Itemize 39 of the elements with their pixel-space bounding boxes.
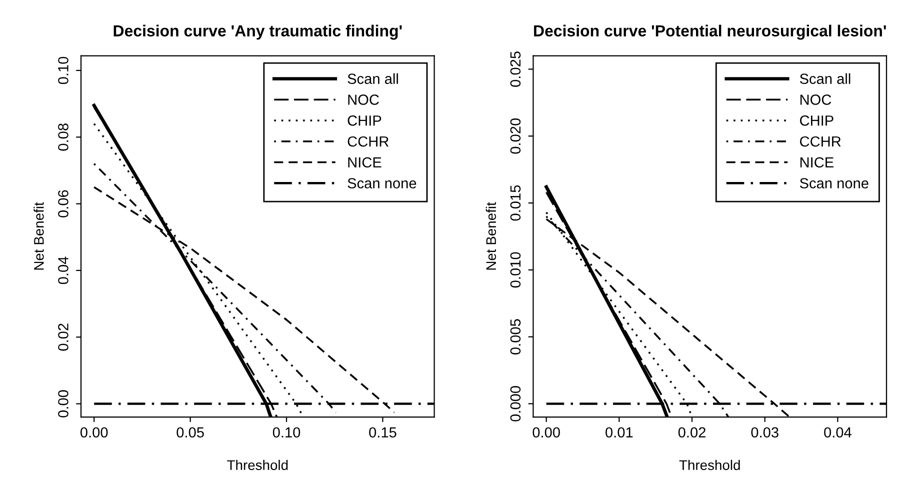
x-axis-title: Threshold xyxy=(679,460,740,470)
legend-label: CHIP xyxy=(348,115,382,126)
x-tick-label: 0.00 xyxy=(80,427,108,438)
x-tick-label: 0.04 xyxy=(824,427,852,438)
legend-label: Scan none xyxy=(800,178,868,188)
legend-label: NOC xyxy=(800,94,832,105)
y-tick-label: 0.005 xyxy=(510,319,521,354)
x-tick-label: 0.01 xyxy=(606,427,633,438)
x-axis-title: Threshold xyxy=(227,460,288,470)
x-tick-label: 0.02 xyxy=(678,427,706,438)
chart-title: Decision curve 'Any traumatic finding' xyxy=(114,24,402,40)
chart-title: Decision curve 'Potential neurosurgical lesion' xyxy=(534,24,886,40)
y-tick-label: 0.10 xyxy=(58,56,68,84)
x-tick-label: 0.05 xyxy=(176,427,204,438)
y-tick-label: 0.02 xyxy=(58,324,68,351)
y-tick-label: 0.020 xyxy=(510,118,521,154)
y-tick-label: 0.000 xyxy=(510,386,521,422)
x-tick-label: 0.03 xyxy=(751,427,778,438)
y-tick-label: 0.025 xyxy=(510,52,521,87)
legend-label: Scan all xyxy=(800,73,850,84)
y-tick-label: 0.08 xyxy=(58,124,68,151)
x-tick-label: 0.00 xyxy=(532,427,560,438)
legend-label: CCHR xyxy=(348,136,389,147)
y-axis-title: Net Benefit xyxy=(486,202,496,270)
legend-label: Scan none xyxy=(348,178,416,188)
y-axis-title: Net Benefit xyxy=(34,202,44,270)
x-tick-label: 0.10 xyxy=(272,427,300,438)
legend-label: NICE xyxy=(800,157,834,168)
y-tick-label: 0.015 xyxy=(510,185,521,221)
legend-label: NOC xyxy=(348,94,379,105)
legend-label: CCHR xyxy=(800,136,841,147)
y-tick-label: 0.04 xyxy=(58,256,68,284)
x-tick-label: 0.15 xyxy=(369,427,396,438)
y-tick-label: 0.00 xyxy=(58,390,68,418)
legend-label: CHIP xyxy=(800,115,834,126)
y-tick-label: 0.06 xyxy=(58,190,68,218)
legend-label: Scan all xyxy=(348,73,398,84)
legend-label: NICE xyxy=(348,157,382,168)
y-tick-label: 0.010 xyxy=(510,252,521,288)
